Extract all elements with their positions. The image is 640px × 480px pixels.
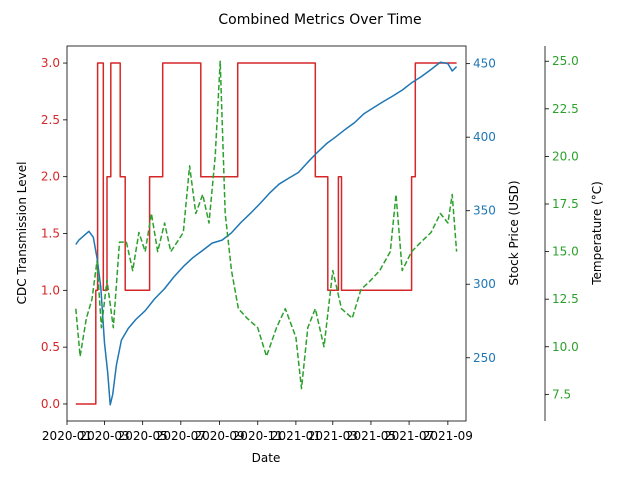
x-tick-label: 2020-01: [42, 429, 92, 443]
x-tick-label: 2021-03: [308, 429, 358, 443]
right1-axis-label: Stock Price (USD): [507, 180, 521, 285]
right1-tick-label: 250: [473, 351, 496, 365]
right2-axis: 7.5 10.0 12.5 15.0 17.5 20.0 22.5 25.0: [544, 46, 579, 421]
right1-tick-label: 300: [473, 277, 496, 291]
left-tick-label: 3.0: [41, 56, 60, 70]
right1-axis: 250 300 350 400 450: [466, 57, 496, 365]
plot-area: [66, 45, 467, 422]
left-tick-label: 0.0: [41, 397, 60, 411]
x-tick-label: 2020-05: [118, 429, 168, 443]
left-axis: 0.0 0.5 1.0 1.5 2.0 2.5 3.0: [41, 56, 67, 411]
x-tick-label: 2021-07: [384, 429, 434, 443]
left-tick-label: 2.5: [41, 113, 60, 127]
right2-axis-label: Temperature (°C): [590, 181, 604, 286]
right1-tick-label: 450: [473, 57, 496, 71]
right2-tick-label: 12.5: [552, 292, 579, 306]
right2-tick-label: 10.0: [552, 340, 579, 354]
x-tick-label: 2020-09: [195, 429, 245, 443]
left-tick-label: 0.5: [41, 340, 60, 354]
left-tick-label: 2.0: [41, 170, 60, 184]
x-tick-label: 2020-07: [156, 429, 206, 443]
chart-title: Combined Metrics Over Time: [218, 12, 421, 28]
series-line-left: [75, 62, 457, 405]
right2-tick-label: 25.0: [552, 54, 579, 68]
x-tick-label: 2020-11: [233, 429, 283, 443]
right2-tick-label: 17.5: [552, 197, 579, 211]
right2-tick-label: 22.5: [552, 102, 579, 116]
series-line-right2: [75, 60, 458, 390]
left-tick-label: 1.5: [41, 227, 60, 241]
right1-tick-label: 350: [473, 204, 496, 218]
right2-tick-label: 20.0: [552, 149, 579, 163]
plot-frame: [66, 45, 467, 422]
right2-tick-label: 15.0: [552, 245, 579, 259]
x-axis-label: Date: [252, 451, 281, 465]
x-tick-label: 2020-03: [79, 429, 129, 443]
x-axis: 2020-012020-032020-052020-072020-092020-…: [42, 421, 473, 443]
x-tick-label: 2021-09: [423, 429, 473, 443]
x-tick-label: 2021-01: [271, 429, 321, 443]
x-tick-label: 2021-05: [346, 429, 396, 443]
left-tick-label: 1.0: [41, 283, 60, 297]
series-line-right1: [75, 61, 458, 406]
right1-tick-label: 400: [473, 130, 496, 144]
left-axis-label: CDC Transmission Level: [15, 162, 29, 305]
series-layer: [75, 60, 458, 406]
right2-tick-label: 7.5: [552, 387, 571, 401]
